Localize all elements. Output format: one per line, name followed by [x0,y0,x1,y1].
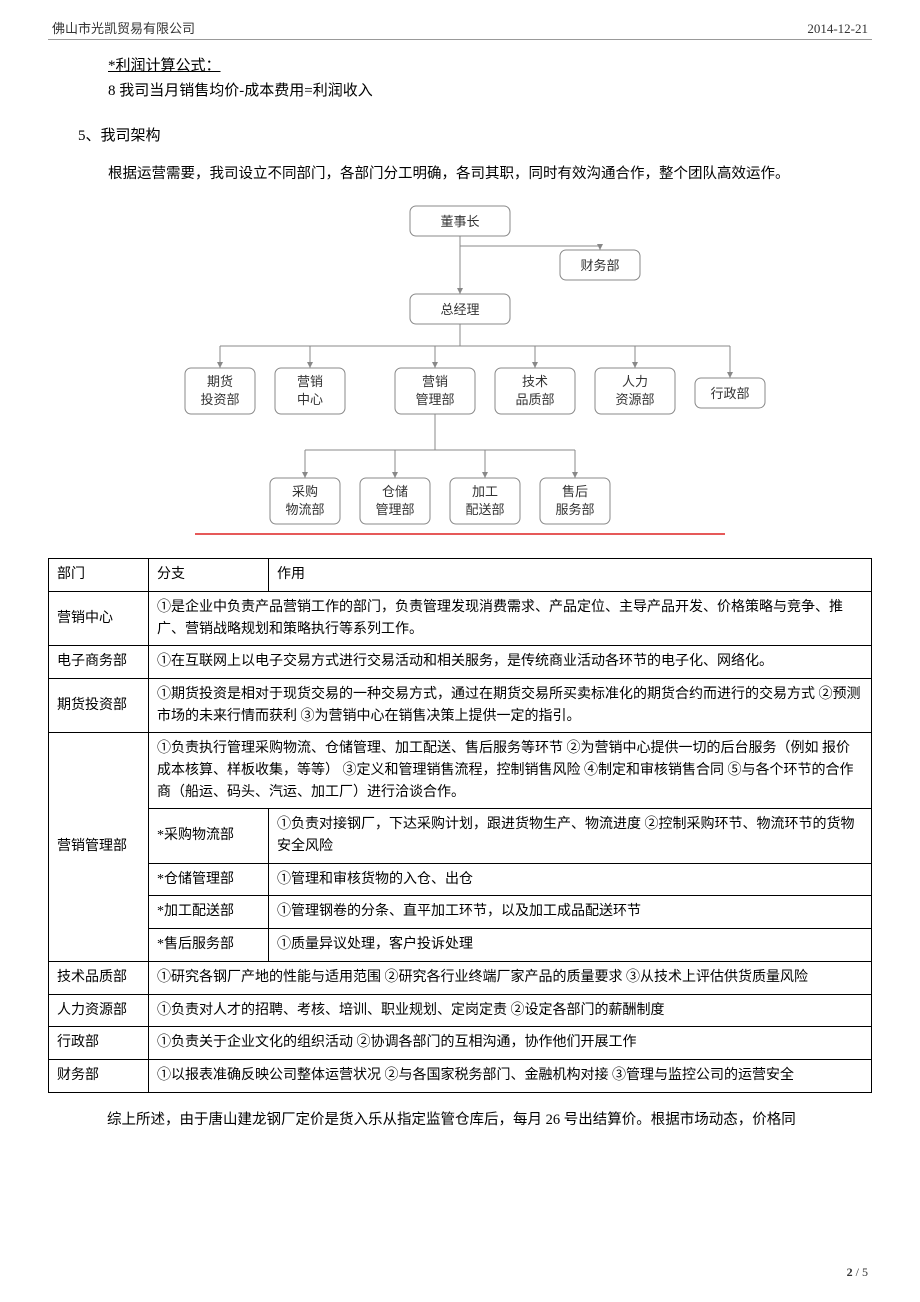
table-row: *采购物流部 ①负责对接钢厂，下达采购计划，跟进货物生产、物流进度 ②控制采购环… [49,809,872,863]
svg-text:配送部: 配送部 [465,502,504,517]
svg-text:中心: 中心 [297,392,323,407]
page-header: 佛山市光凯贸易有限公司 2014-12-21 [48,18,872,40]
svg-text:技术: 技术 [522,374,548,389]
table-row: 人力资源部 ①负责对人才的招聘、考核、培训、职业规划、定岗定责 ②设定各部门的薪… [49,994,872,1027]
cell-desc: ①管理钢卷的分条、直平加工环节，以及加工成品配送环节 [269,896,872,929]
svg-text:仓储: 仓储 [382,484,408,499]
table-row: 期货投资部 ①期货投资是相对于现货交易的一种交易方式，通过在期货交易所买卖标准化… [49,678,872,732]
svg-text:物流部: 物流部 [285,502,324,517]
table-header-row: 部门 分支 作用 [49,559,872,592]
table-row: 财务部 ①以报表准确反映公司整体运营状况 ②与各国家税务部门、金融机构对接 ③管… [49,1059,872,1092]
page-footer: 2 / 5 [847,1265,868,1280]
table-row: 技术品质部 ①研究各钢厂产地的性能与适用范围 ②研究各行业终端厂家产品的质量要求… [49,961,872,994]
cell-dept: 行政部 [49,1027,149,1060]
page-sep: / [853,1265,862,1279]
th-role: 作用 [269,559,872,592]
svg-text:管理部: 管理部 [415,392,454,407]
org-chart: 董事长 财务部 总经理 期货 投资部 营销 中心 营销 管理部 技术 品质部 人… [140,200,780,540]
table-row: *售后服务部 ①质量异议处理，客户投诉处理 [49,929,872,962]
node-gm: 总经理 [440,302,479,317]
table-row: 行政部 ①负责关于企业文化的组织活动 ②协调各部门的互相沟通，协作他们开展工作 [49,1027,872,1060]
dept-table: 部门 分支 作用 营销中心 ①是企业中负责产品营销工作的部门，负责管理发现消费需… [48,558,872,1092]
node-chairman: 董事长 [440,214,479,229]
cell-desc: ①负责关于企业文化的组织活动 ②协调各部门的互相沟通，协作他们开展工作 [149,1027,872,1060]
cell-desc: ①以报表准确反映公司整体运营状况 ②与各国家税务部门、金融机构对接 ③管理与监控… [149,1059,872,1092]
cell-desc: ①负责执行管理采购物流、仓储管理、加工配送、售后服务等环节 ②为营销中心提供一切… [149,733,872,809]
th-dept: 部门 [49,559,149,592]
svg-text:行政部: 行政部 [710,386,749,401]
svg-text:管理部: 管理部 [375,502,414,517]
level4: 采购 物流部 仓储 管理部 加工 配送部 售后 服务部 [270,478,610,524]
table-row: 营销管理部 ①负责执行管理采购物流、仓储管理、加工配送、售后服务等环节 ②为营销… [49,733,872,809]
svg-text:期货: 期货 [207,374,233,389]
cell-dept: 人力资源部 [49,994,149,1027]
cell-desc: ①是企业中负责产品营销工作的部门，负责管理发现消费需求、产品定位、主导产品开发、… [149,591,872,645]
cell-dept: 期货投资部 [49,678,149,732]
cell-dept: 技术品质部 [49,961,149,994]
level3: 期货 投资部 营销 中心 营销 管理部 技术 品质部 人力 资源部 行政部 [185,368,765,414]
cell-branch: *加工配送部 [149,896,269,929]
node-finance: 财务部 [580,258,619,273]
svg-text:服务部: 服务部 [555,502,594,517]
formula-body: 8 我司当月销售均价-成本费用=利润收入 [108,79,872,100]
svg-text:资源部: 资源部 [615,392,654,407]
table-row: *仓储管理部 ①管理和审核货物的入仓、出仓 [49,863,872,896]
th-branch: 分支 [149,559,269,592]
svg-text:人力: 人力 [622,374,648,389]
cell-desc: ①期货投资是相对于现货交易的一种交易方式，通过在期货交易所买卖标准化的期货合约而… [149,678,872,732]
header-date: 2014-12-21 [807,21,868,37]
svg-text:售后: 售后 [562,484,588,499]
cell-desc: ①在互联网上以电子交易方式进行交易活动和相关服务，是传统商业活动各环节的电子化、… [149,646,872,679]
cell-branch: *仓储管理部 [149,863,269,896]
cell-desc: ①负责对接钢厂，下达采购计划，跟进货物生产、物流进度 ②控制采购环节、物流环节的… [269,809,872,863]
cell-desc: ①研究各钢厂产地的性能与适用范围 ②研究各行业终端厂家产品的质量要求 ③从技术上… [149,961,872,994]
svg-text:加工: 加工 [472,484,498,499]
cell-dept: 营销中心 [49,591,149,645]
table-row: *加工配送部 ①管理钢卷的分条、直平加工环节，以及加工成品配送环节 [49,896,872,929]
cell-desc: ①负责对人才的招聘、考核、培训、职业规划、定岗定责 ②设定各部门的薪酬制度 [149,994,872,1027]
header-company: 佛山市光凯贸易有限公司 [52,18,195,37]
cell-branch: *售后服务部 [149,929,269,962]
page-total: 5 [862,1265,868,1279]
svg-text:投资部: 投资部 [200,392,239,407]
cell-desc: ①管理和审核货物的入仓、出仓 [269,863,872,896]
cell-desc: ①质量异议处理，客户投诉处理 [269,929,872,962]
cell-dept: 营销管理部 [49,733,149,962]
svg-text:采购: 采购 [292,484,318,499]
svg-text:营销: 营销 [297,374,323,389]
summary-paragraph: 综上所述，由于唐山建龙钢厂定价是货入乐从指定监管仓库后，每月 26 号出结算价。… [78,1107,872,1133]
cell-branch: *采购物流部 [149,809,269,863]
table-row: 电子商务部 ①在互联网上以电子交易方式进行交易活动和相关服务，是传统商业活动各环… [49,646,872,679]
svg-text:营销: 营销 [422,374,448,389]
svg-text:品质部: 品质部 [515,392,554,407]
cell-dept: 电子商务部 [49,646,149,679]
table-row: 营销中心 ①是企业中负责产品营销工作的部门，负责管理发现消费需求、产品定位、主导… [49,591,872,645]
section5-heading: 5、我司架构 [78,124,872,145]
cell-dept: 财务部 [49,1059,149,1092]
formula-title: *利润计算公式： [108,54,872,75]
section5-intro: 根据运营需要，我司设立不同部门，各部门分工明确，各司其职，同时有效沟通合作，整个… [108,163,872,186]
